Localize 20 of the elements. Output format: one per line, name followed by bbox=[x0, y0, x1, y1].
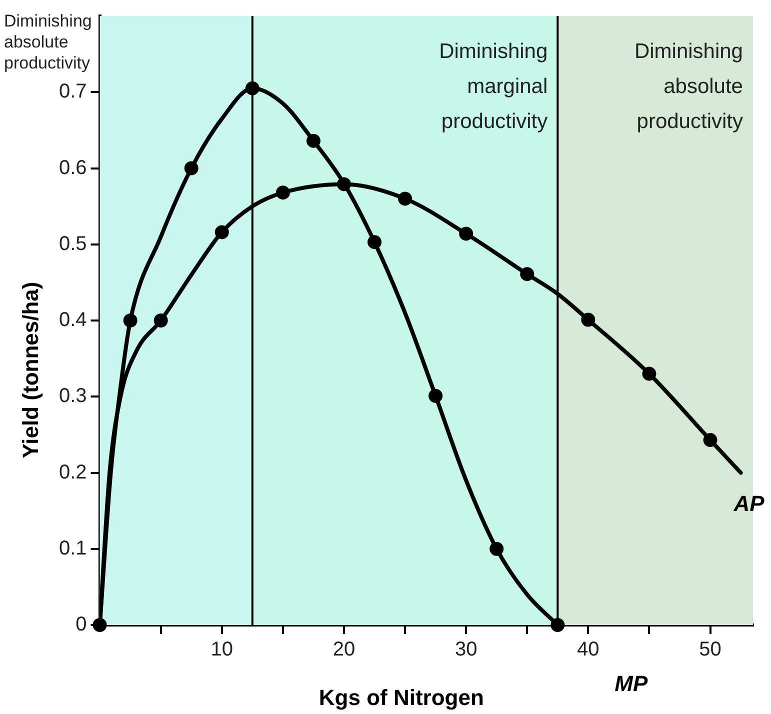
y-tick-label: 0.4 bbox=[58, 309, 87, 332]
y-tick-label: 0.1 bbox=[58, 537, 87, 560]
series-label: AP bbox=[732, 490, 765, 516]
band-label: Diminishing marginal productivity bbox=[439, 40, 548, 133]
y-axis-title: Yield (tonnes/ha) bbox=[18, 282, 44, 458]
x-axis-title: Kgs of Nitrogen bbox=[318, 685, 484, 710]
y-tick-label: 0.3 bbox=[58, 385, 87, 408]
x-tick-label: 50 bbox=[699, 638, 722, 661]
x-tick-label: 20 bbox=[332, 638, 356, 661]
band-label: Diminishing absolute productivity bbox=[634, 40, 744, 133]
text: Diminishing absolute productivity bbox=[4, 12, 92, 73]
y-tick-label: 0 bbox=[76, 614, 87, 636]
x-tick-label: 10 bbox=[210, 638, 234, 661]
y-tick-label: 0.2 bbox=[58, 461, 87, 484]
y-tick-label: 0.6 bbox=[58, 156, 87, 179]
y-tick-label: 0.7 bbox=[58, 80, 87, 103]
y-tick-label: 0.5 bbox=[58, 232, 87, 255]
x-tick-label: 40 bbox=[577, 638, 600, 661]
x-tick-label: 30 bbox=[454, 638, 478, 661]
text: MP bbox=[614, 671, 648, 696]
